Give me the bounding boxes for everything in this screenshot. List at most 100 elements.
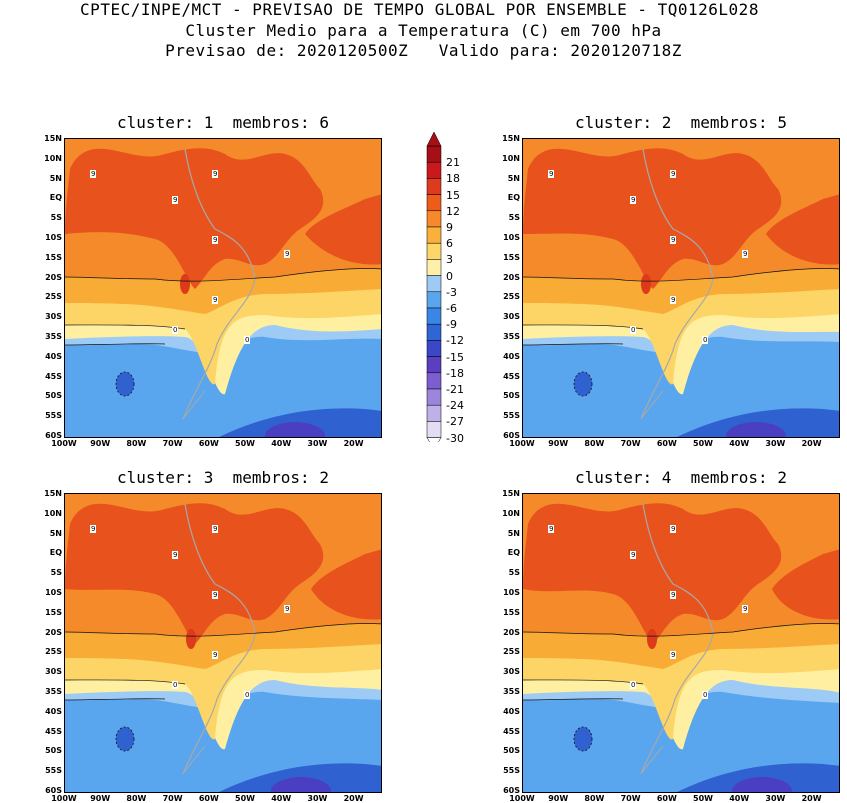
lat-label: 55S	[45, 766, 62, 776]
lat-label: 20S	[45, 272, 62, 282]
colorbar-label: -27	[446, 415, 464, 429]
lat-label: EQ	[49, 548, 62, 558]
lon-label: 100W	[51, 439, 77, 448]
contour-label: 9	[670, 651, 677, 659]
contour-label: 9	[212, 525, 219, 533]
lon-label: 100W	[509, 439, 535, 448]
lat-label: 5N	[507, 528, 520, 538]
lat-label: 40S	[45, 351, 62, 361]
lon-label: 80W	[126, 794, 147, 803]
colorbar-label: -21	[446, 383, 464, 396]
lat-label: 25S	[503, 647, 520, 657]
map-panel-2	[522, 138, 840, 438]
contour-label: 9	[212, 591, 219, 599]
colorbar-swatch	[426, 259, 442, 276]
lat-label: EQ	[507, 193, 520, 203]
lat-label: 45S	[503, 726, 520, 736]
colorbar-label: -3	[446, 285, 457, 299]
lon-label: 40W	[271, 439, 292, 448]
lat-label: 20S	[503, 272, 520, 282]
contour-label: 0	[702, 336, 709, 344]
lat-label: 10N	[44, 508, 62, 518]
lon-label: 50W	[235, 794, 255, 803]
lat-label: 25S	[45, 292, 62, 302]
lat-label: 5S	[508, 213, 520, 223]
contour-label: 9	[670, 296, 677, 304]
lat-label: 60S	[503, 431, 520, 440]
contour-label: 9	[212, 236, 219, 244]
colorbar-swatch	[426, 226, 442, 244]
panel-title-1: cluster: 1 membros: 6	[117, 113, 329, 132]
lat-label: 10S	[45, 588, 62, 597]
colorbar-swatch	[426, 178, 442, 195]
lon-label: 90W	[548, 794, 569, 803]
lat-label: 15N	[502, 489, 520, 498]
lon-label: 90W	[90, 794, 111, 803]
header-dates: Previsao de: 2020120500Z Valido para: 20…	[165, 41, 682, 60]
lat-label: 20S	[503, 627, 520, 637]
lon-label: 70W	[162, 439, 183, 448]
lat-label: 30S	[503, 667, 520, 677]
lat-label: 10S	[503, 233, 520, 242]
lat-label: 25S	[45, 647, 62, 657]
colorbar-label: -15	[446, 350, 464, 364]
lat-label: 30S	[45, 667, 62, 677]
lat-label: 15N	[44, 134, 62, 143]
header-title: CPTEC/INPE/MCT - PREVISAO DE TEMPO GLOBA…	[80, 0, 759, 19]
panel-title-3: cluster: 3 membros: 2	[117, 468, 329, 487]
lat-label: 55S	[45, 411, 62, 421]
colorbar-bottom-arrow	[426, 437, 442, 451]
contour-label: 0	[630, 326, 637, 334]
colorbar-label: 6	[446, 237, 453, 251]
lat-label: 40S	[503, 351, 520, 361]
lon-label: 30W	[765, 794, 786, 803]
colorbar-label: 9	[446, 221, 453, 234]
contour-label: 0	[172, 326, 179, 334]
lat-label: 45S	[503, 371, 520, 381]
colorbar-swatch	[426, 242, 442, 260]
colorbar-label: 12	[446, 204, 460, 218]
lon-label: 40W	[271, 794, 292, 803]
lat-label: 60S	[45, 431, 62, 440]
contour-label: 9	[284, 250, 291, 258]
colorbar-swatch	[426, 210, 442, 228]
colorbar-swatch	[426, 275, 442, 293]
lon-label: 100W	[51, 794, 77, 803]
lat-label: 45S	[45, 371, 62, 381]
contour-label: 0	[244, 691, 251, 699]
lon-label: 50W	[693, 439, 713, 448]
lat-label: 5N	[507, 173, 520, 183]
lat-label: 60S	[45, 786, 62, 795]
map-panel-1	[64, 138, 382, 438]
contour-label: 9	[742, 250, 749, 258]
colorbar: 21 18 15 12 9 6 3 0 -3 -6 -9 -12 -15 -18 -21 -24 -27 -30	[425, 131, 485, 451]
contour-label: 9	[212, 651, 219, 659]
colorbar-swatch	[426, 421, 442, 438]
contour-label: 9	[630, 196, 637, 204]
contour-label: 9	[670, 170, 677, 178]
lon-label: 20W	[801, 439, 822, 448]
colorbar-label: -9	[446, 318, 457, 332]
lon-label: 100W	[509, 794, 535, 803]
map-panel-4	[522, 493, 840, 793]
lat-label: 40S	[45, 706, 62, 716]
lon-label: 40W	[729, 439, 750, 448]
lon-label: 20W	[801, 794, 822, 803]
lat-label: 35S	[45, 332, 62, 341]
lat-label: 5S	[50, 213, 62, 223]
lon-label: 80W	[584, 439, 605, 448]
lon-label: 60W	[656, 794, 677, 803]
colorbar-top-arrow	[426, 131, 442, 147]
lat-label: 30S	[45, 312, 62, 322]
lat-label: EQ	[507, 548, 520, 558]
colorbar-label: 21	[446, 156, 460, 170]
colorbar-label: 18	[446, 172, 460, 186]
lon-label: 20W	[343, 794, 364, 803]
lon-label: 80W	[584, 794, 605, 803]
lat-label: 15S	[45, 252, 62, 262]
contour-label: 9	[548, 525, 555, 533]
lat-label: 50S	[45, 391, 62, 401]
lat-label: 10S	[45, 233, 62, 242]
lon-label: 70W	[620, 439, 641, 448]
lat-label: 55S	[503, 411, 520, 421]
